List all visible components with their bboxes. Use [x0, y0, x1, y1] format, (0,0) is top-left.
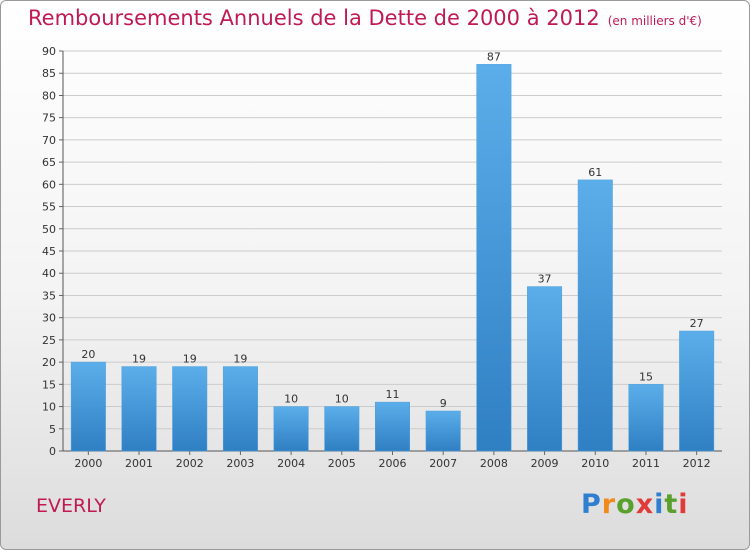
y-tick-label: 5	[49, 423, 56, 436]
bar-2000	[70, 361, 106, 452]
y-tick-label: 10	[42, 401, 56, 414]
data-labels: 20 19 19 19 10 10 11 9 87 37 61 15 27	[81, 50, 703, 410]
bar-2011	[628, 384, 664, 452]
logo-letter: P	[581, 489, 602, 520]
x-tick-label-2011: 2011	[632, 457, 660, 470]
chart-title-main: Remboursements Annuels de la Dette de 20…	[28, 6, 600, 30]
y-tick-label: 90	[42, 45, 56, 58]
data-label-2008: 87	[487, 50, 501, 63]
logo-letter: t	[664, 489, 679, 520]
logo-letter: i	[654, 489, 665, 520]
bar-2004	[273, 406, 309, 452]
logo-letter: r	[601, 489, 617, 520]
data-label-2003: 19	[233, 353, 247, 366]
y-tick-label: 45	[42, 245, 56, 258]
logo-letter: i	[678, 489, 689, 520]
data-label-2012: 27	[690, 317, 704, 330]
data-label-2007: 9	[440, 397, 447, 410]
bar-2003	[222, 366, 258, 452]
x-tick-label-2010: 2010	[581, 457, 609, 470]
y-tick-label: 55	[42, 201, 56, 214]
x-tick-label-2001: 2001	[125, 457, 153, 470]
y-tick-label: 30	[42, 312, 56, 325]
x-tick-label-2009: 2009	[531, 457, 559, 470]
bars	[70, 64, 715, 452]
x-tick-label-2000: 2000	[74, 457, 102, 470]
x-tick-label-2002: 2002	[176, 457, 204, 470]
bar-2012	[679, 330, 715, 452]
y-tick-label: 65	[42, 156, 56, 169]
y-tick-label: 60	[42, 178, 56, 191]
y-tick-labels: 0 5 10 15 20 25 30 35 40 45 50 55 60 65 70 75 80 85 90	[42, 45, 56, 458]
data-label-2005: 10	[335, 393, 349, 406]
x-tick-label-2004: 2004	[277, 457, 305, 470]
y-tick-label: 85	[42, 67, 56, 80]
bar-2007	[425, 410, 461, 452]
data-label-2001: 19	[132, 353, 146, 366]
x-tick-labels: 2000 2001 2002 2003 2004 2005 2006 2007 2008 2009…	[74, 457, 710, 470]
y-tick-label: 80	[42, 89, 56, 102]
bar-2010	[577, 179, 613, 452]
data-label-2006: 11	[386, 388, 400, 401]
bar-2005	[324, 406, 360, 452]
x-tick-label-2012: 2012	[683, 457, 711, 470]
data-label-2004: 10	[284, 393, 298, 406]
bar-2001	[121, 366, 157, 452]
y-tick-label: 0	[49, 445, 56, 458]
bar-2009	[527, 286, 563, 452]
x-tick-label-2006: 2006	[379, 457, 407, 470]
bar-2002	[172, 366, 208, 452]
chart-unit: (en milliers d'€)	[607, 14, 702, 28]
x-tick-label-2008: 2008	[480, 457, 508, 470]
y-tick-label: 50	[42, 223, 56, 236]
logo-letter: x	[635, 489, 655, 520]
proxiti-logo: Proxiti	[581, 489, 689, 520]
y-tick-label: 25	[42, 334, 56, 347]
y-tick-label: 20	[42, 356, 56, 369]
data-label-2011: 15	[639, 370, 653, 383]
y-tick-label: 15	[42, 378, 56, 391]
commune-name: EVERLY	[36, 495, 106, 517]
data-label-2002: 19	[183, 353, 197, 366]
data-label-2009: 37	[538, 273, 552, 286]
logo-letter: o	[616, 489, 636, 520]
data-label-2000: 20	[81, 348, 95, 361]
y-tick-label: 35	[42, 289, 56, 302]
y-tick-label: 40	[42, 267, 56, 280]
bar-2006	[375, 401, 410, 452]
x-tick-label-2005: 2005	[328, 457, 356, 470]
y-tick-label: 75	[42, 112, 56, 125]
x-tick-label-2007: 2007	[429, 457, 457, 470]
data-label-2010: 61	[588, 166, 602, 179]
y-tick-label: 70	[42, 134, 56, 147]
x-tick-label-2003: 2003	[226, 457, 254, 470]
bar-2008	[476, 64, 512, 452]
chart-title: Remboursements Annuels de la Dette de 20…	[28, 6, 702, 30]
